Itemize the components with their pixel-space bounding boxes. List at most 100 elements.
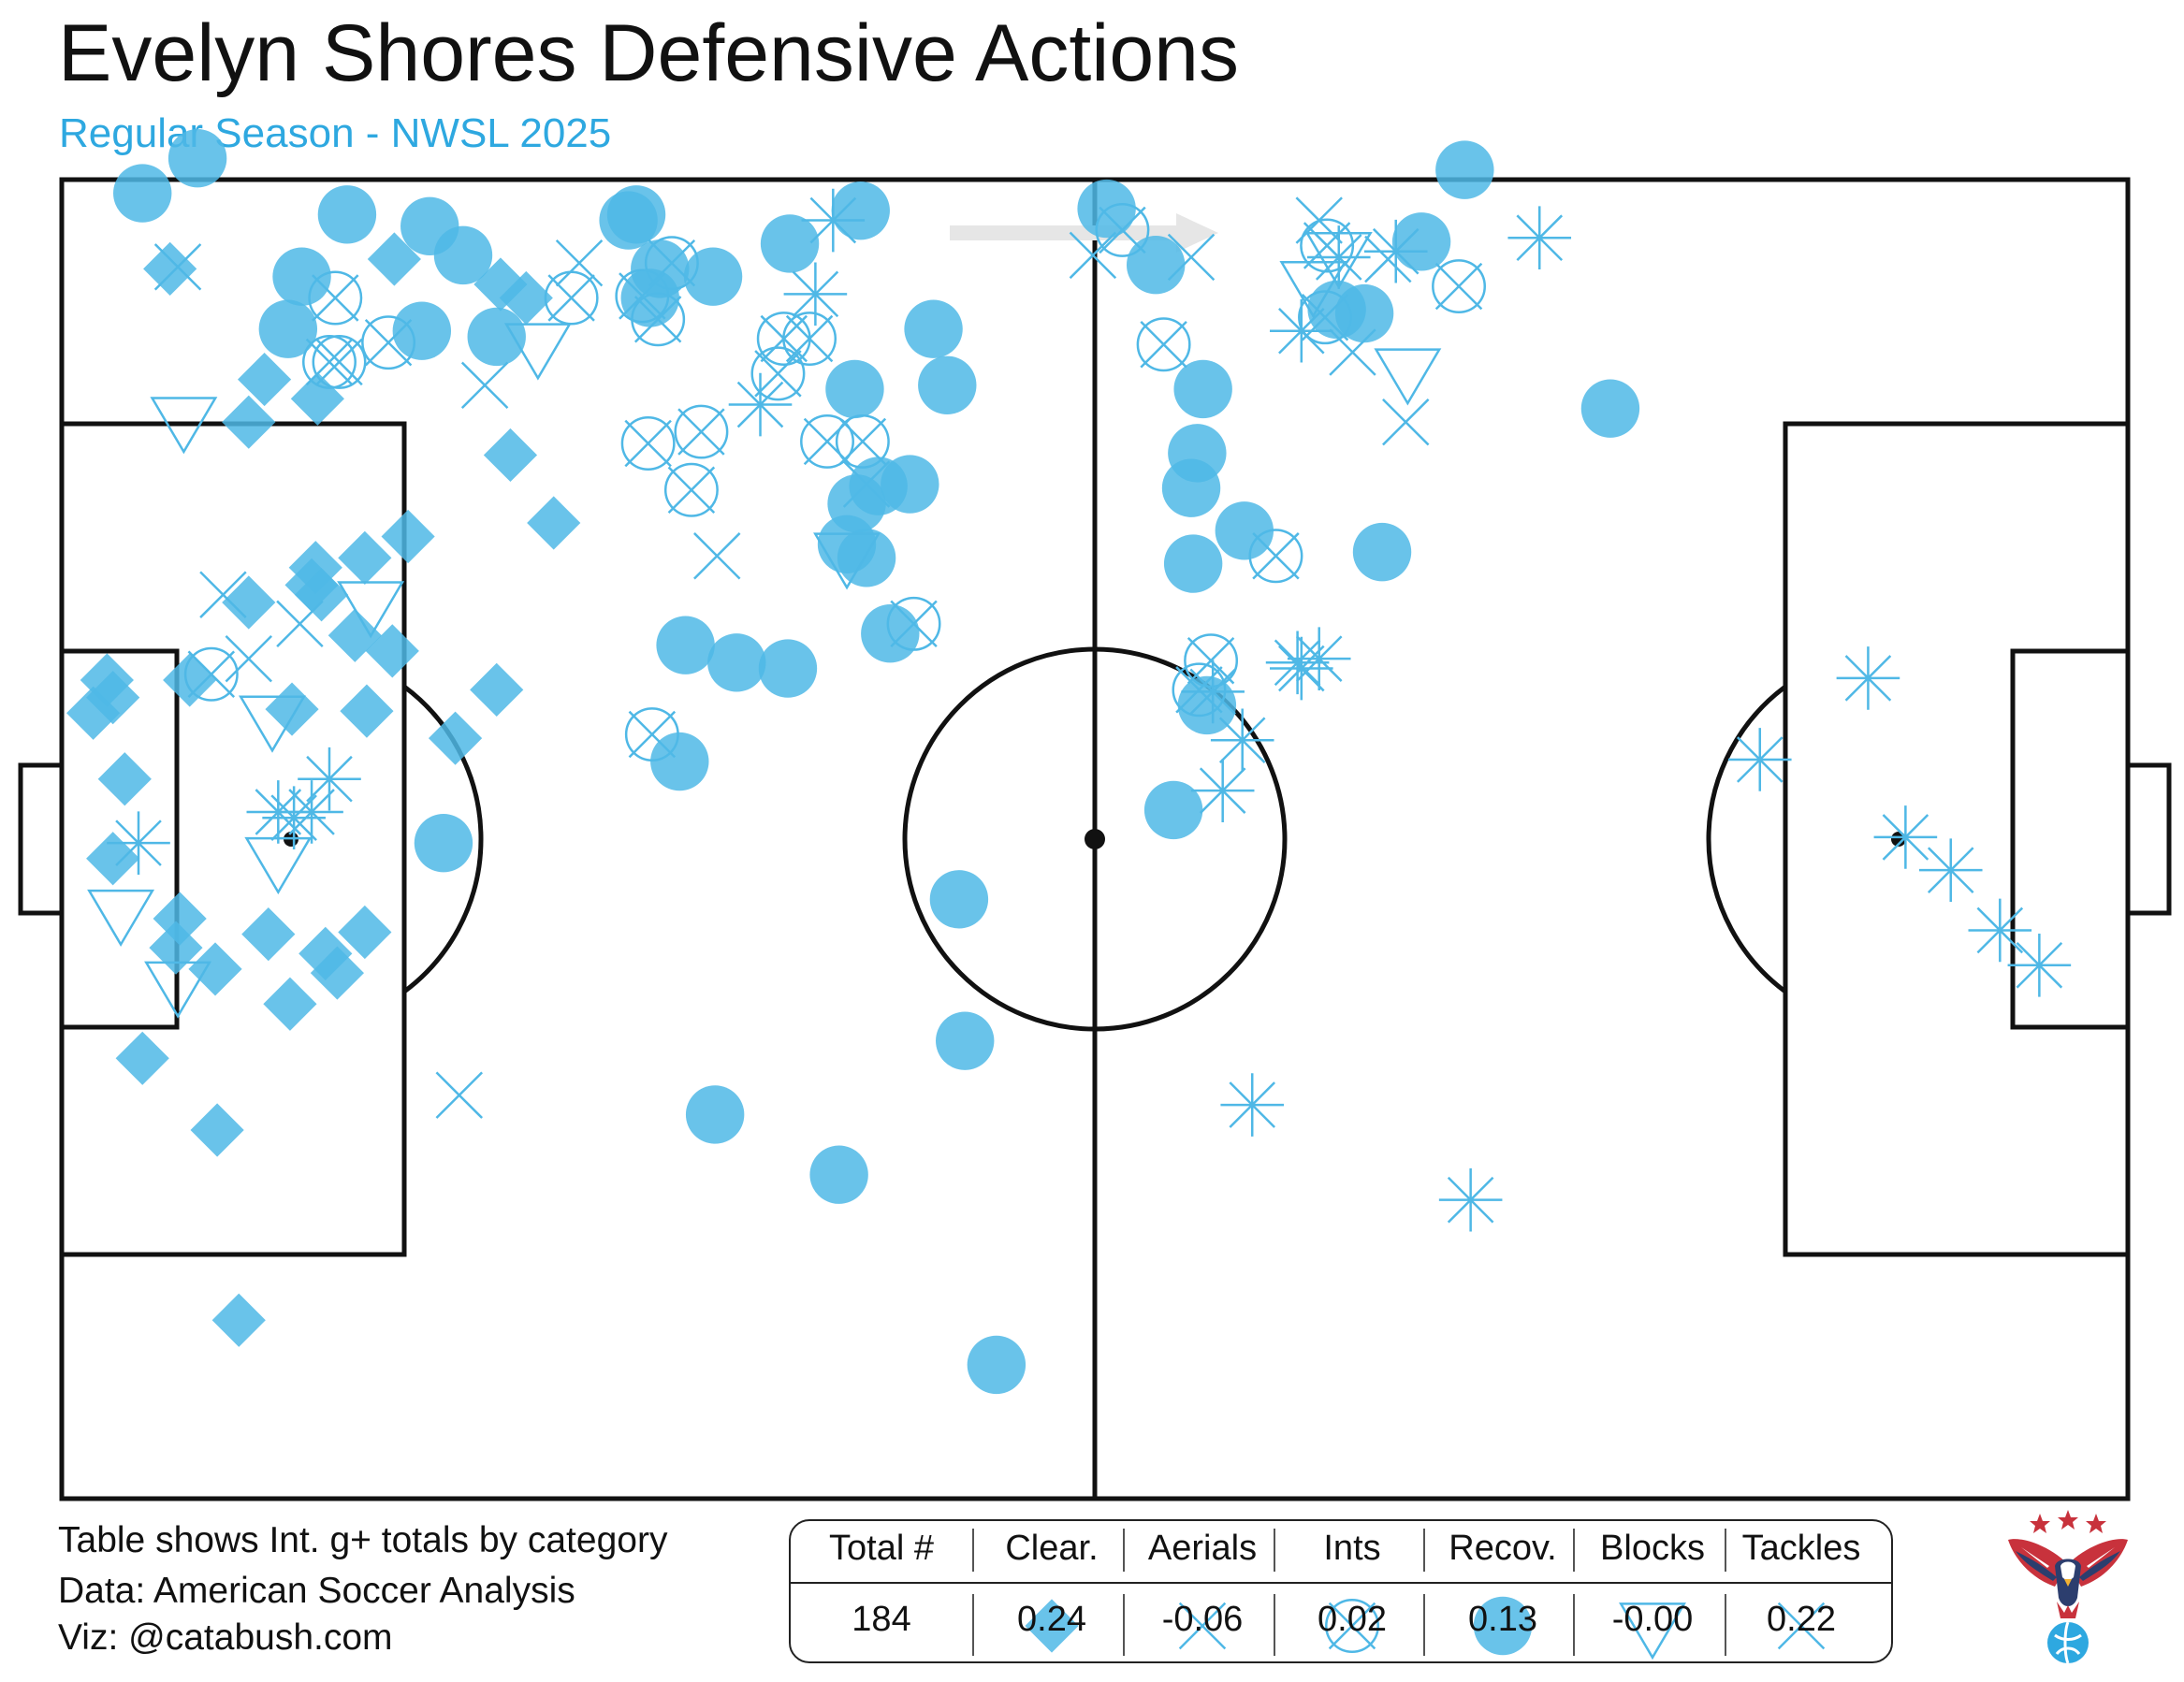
right-six-yard-box: [2010, 648, 2131, 1030]
series-ints: [183, 202, 1486, 761]
marker-diamond: [294, 568, 349, 622]
marker-diamond: [222, 575, 276, 630]
marker-asterisk: [1190, 759, 1255, 822]
marker-asterisk: [246, 780, 311, 844]
marker-circle: [1391, 212, 1451, 271]
marker-asterisk: [1918, 838, 1983, 902]
marker-asterisk: [1265, 631, 1330, 695]
attack-direction-arrow: [950, 213, 1218, 253]
marker-asterisk: [1873, 805, 1938, 869]
table-value: 184: [852, 1600, 911, 1639]
marker-circle: [606, 185, 666, 244]
marker-triangle-down: [503, 323, 572, 381]
marker-asterisk: [1727, 728, 1792, 791]
marker-circle: [881, 455, 939, 514]
marker-circle: [1077, 179, 1136, 239]
marker-diamond: [365, 624, 419, 678]
marker-circle: [861, 604, 920, 663]
marker-diamond: [222, 395, 276, 449]
marker-circle: [825, 359, 884, 419]
note-viz-credit: Viz: @catabush.com: [58, 1617, 393, 1658]
marker-circle: [929, 870, 989, 929]
marker-asterisk: [1836, 646, 1900, 710]
action-markers: [66, 128, 2072, 1395]
marker-circle: [1352, 522, 1412, 582]
marker-asterisk: [1507, 206, 1572, 270]
marker-triangle-down: [1279, 261, 1347, 319]
note-table: Table shows Int. g+ totals by category: [58, 1520, 668, 1560]
marker-diamond: [527, 496, 581, 550]
marker-circle: [1215, 501, 1274, 560]
marker-circle: [1143, 780, 1203, 840]
marker-x: [460, 361, 509, 410]
marker-circle: [760, 214, 820, 273]
marker-circle: [685, 1085, 745, 1144]
table-header: Tackles: [1741, 1529, 1861, 1568]
marker-diamond: [263, 977, 317, 1031]
marker-diamond: [237, 352, 292, 407]
summary-table: [789, 1519, 1893, 1663]
marker-asterisk: [280, 780, 343, 844]
table-value: -0.00: [1611, 1600, 1694, 1639]
marker-circle-x: [674, 404, 729, 459]
marker-asterisk: [1306, 225, 1371, 289]
marker-diamond: [188, 942, 242, 996]
marker-asterisk: [298, 747, 361, 811]
marker-x: [199, 571, 247, 618]
marker-diamond: [265, 682, 319, 736]
marker-diamond: [367, 232, 421, 286]
marker-diamond: [288, 541, 342, 595]
marker-triangle-down: [239, 695, 306, 753]
table-header: Ints: [1323, 1529, 1381, 1568]
series-clear: [66, 232, 581, 1347]
marker-diamond: [115, 1031, 169, 1085]
note-data-source: Data: American Soccer Analysis: [58, 1571, 575, 1611]
marker-asterisk: [801, 188, 866, 253]
table-header: Total #: [829, 1529, 934, 1568]
marker-triangle-down: [244, 836, 313, 895]
marker-x: [1382, 398, 1430, 446]
marker-circle: [1173, 359, 1232, 419]
marker-diamond: [470, 662, 524, 717]
left-goal: [18, 762, 65, 916]
marker-circle: [904, 299, 963, 358]
marker-circle-x: [544, 270, 599, 326]
marker-circle-x: [312, 334, 367, 389]
marker-circle: [809, 1145, 868, 1204]
table-value: 0.02: [1318, 1600, 1387, 1639]
pitch-lines: [18, 177, 2172, 1501]
chart-subtitle: Regular Season - NWSL 2025: [59, 110, 612, 156]
marker-diamond: [153, 892, 207, 946]
marker-x: [693, 532, 741, 580]
marker-asterisk: [1270, 298, 1333, 363]
table-header: Clear.: [1005, 1529, 1099, 1568]
marker-circle-x: [183, 646, 239, 702]
marker-circle: [650, 732, 709, 791]
marker-diamond: [338, 530, 392, 585]
marker-triangle-down: [150, 397, 218, 455]
marker-triangle-down: [87, 889, 155, 948]
marker-diamond: [483, 428, 538, 483]
marker-circle: [433, 225, 493, 285]
table-header: Aerials: [1147, 1529, 1258, 1568]
table-value: 0.13: [1468, 1600, 1537, 1639]
marker-circle: [620, 268, 679, 327]
marker-circle-x: [1136, 317, 1191, 372]
marker-circle-x: [1432, 259, 1486, 314]
marker-diamond: [338, 905, 392, 960]
series-recov: [113, 128, 1640, 1395]
marker-circle: [414, 813, 473, 873]
table-value: -0.06: [1161, 1600, 1244, 1639]
series-tackles: [107, 188, 2072, 1232]
marker-x: [435, 1071, 483, 1119]
right-penalty-box: [1783, 421, 2131, 1257]
marker-circle: [1435, 140, 1494, 199]
marker-circle: [167, 128, 227, 188]
marker-circle-x: [782, 312, 837, 366]
marker-circle: [1126, 236, 1186, 295]
marker-circle: [918, 355, 977, 414]
eagle-logo: [2008, 1510, 2128, 1664]
marker-asterisk: [1181, 660, 1245, 724]
marker-circle: [683, 247, 743, 306]
marker-diamond: [328, 608, 382, 662]
